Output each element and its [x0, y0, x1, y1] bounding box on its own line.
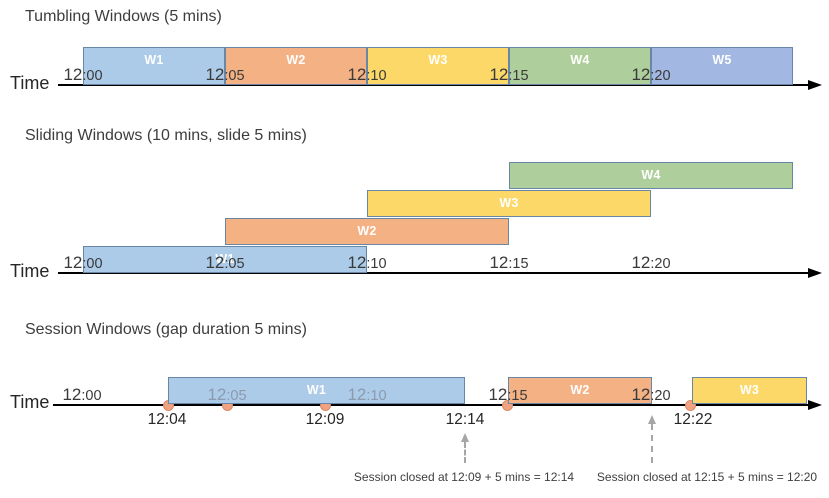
time-tick-label: 12:15: [489, 65, 529, 84]
time-tick-label: 12:00: [62, 385, 102, 404]
window-label: W1: [144, 53, 164, 67]
window-w3: W3: [367, 47, 509, 85]
time-tick-label: 12:10: [347, 253, 387, 272]
axis-arrowhead-icon: [808, 268, 822, 278]
time-tick-label: 12:00: [63, 65, 103, 84]
window-label: W2: [286, 53, 306, 67]
event-dot: [684, 399, 696, 411]
window-label: W2: [570, 383, 590, 397]
window-w1: W1: [168, 377, 465, 404]
window-w5: W5: [651, 47, 793, 85]
window-label: W3: [499, 196, 519, 210]
session-closed-annotation: Session closed at 12:09 + 5 mins = 12:14: [353, 470, 575, 484]
window-label: W1: [306, 383, 327, 397]
time-axis-label: Time: [10, 392, 50, 412]
event-time-label: 12:09: [305, 411, 345, 428]
session-closed-annotation: Session closed at 12:15 + 5 mins = 12:20: [596, 470, 818, 484]
time-axis: [53, 404, 808, 406]
window-label: W3: [739, 383, 760, 397]
time-tick-label: 12:20: [631, 65, 671, 84]
session-closed-arrow-icon: [460, 433, 469, 442]
window-w2: W2: [225, 47, 367, 85]
section-title: Sliding Windows (10 mins, slide 5 mins): [25, 127, 307, 144]
session-closed-arrow-icon: [647, 415, 656, 424]
session-closed-arrow: [464, 442, 466, 463]
section-title: Session Windows (gap duration 5 mins): [25, 321, 307, 338]
time-tick-label: 12:05: [205, 253, 245, 272]
time-axis: [58, 272, 808, 274]
time-tick-label: 12:15: [488, 385, 528, 404]
session-closed-arrow: [651, 424, 653, 463]
time-tick-label: 12:05: [205, 65, 245, 84]
window-w1: W1: [83, 47, 225, 85]
window-label: W2: [357, 224, 377, 238]
window-w2: W2: [225, 218, 509, 245]
window-label: W4: [641, 168, 661, 182]
window-w3: W3: [692, 377, 807, 404]
time-tick-label: 12:10: [347, 385, 387, 404]
window-w4: W4: [509, 162, 793, 189]
window-label: W5: [712, 53, 732, 67]
window-w3: W3: [367, 190, 651, 217]
time-axis: [58, 84, 808, 86]
time-tick-label: 12:20: [631, 253, 671, 272]
event-dot: [501, 399, 513, 411]
time-tick-label: 12:15: [489, 253, 529, 272]
time-axis-label: Time: [10, 73, 50, 93]
section-title: Tumbling Windows (5 mins): [25, 8, 222, 25]
time-tick-label: 12:05: [207, 385, 247, 404]
window-w1: W1: [83, 246, 367, 273]
axis-arrowhead-icon: [808, 80, 822, 90]
time-tick-label: 12:10: [347, 65, 387, 84]
time-axis-label: Time: [10, 261, 50, 281]
event-time-label: 12:04: [147, 411, 187, 428]
event-time-label: 12:14: [445, 411, 485, 428]
event-time-label: 12:22: [673, 411, 713, 428]
window-w4: W4: [509, 47, 651, 85]
time-tick-label: 12:20: [631, 385, 671, 404]
time-tick-label: 12:00: [63, 253, 103, 272]
window-label: W4: [570, 53, 590, 67]
window-label: W3: [428, 53, 448, 67]
window-label: W1: [215, 252, 235, 266]
axis-arrowhead-icon: [808, 400, 822, 410]
window-w2: W2: [508, 377, 652, 404]
